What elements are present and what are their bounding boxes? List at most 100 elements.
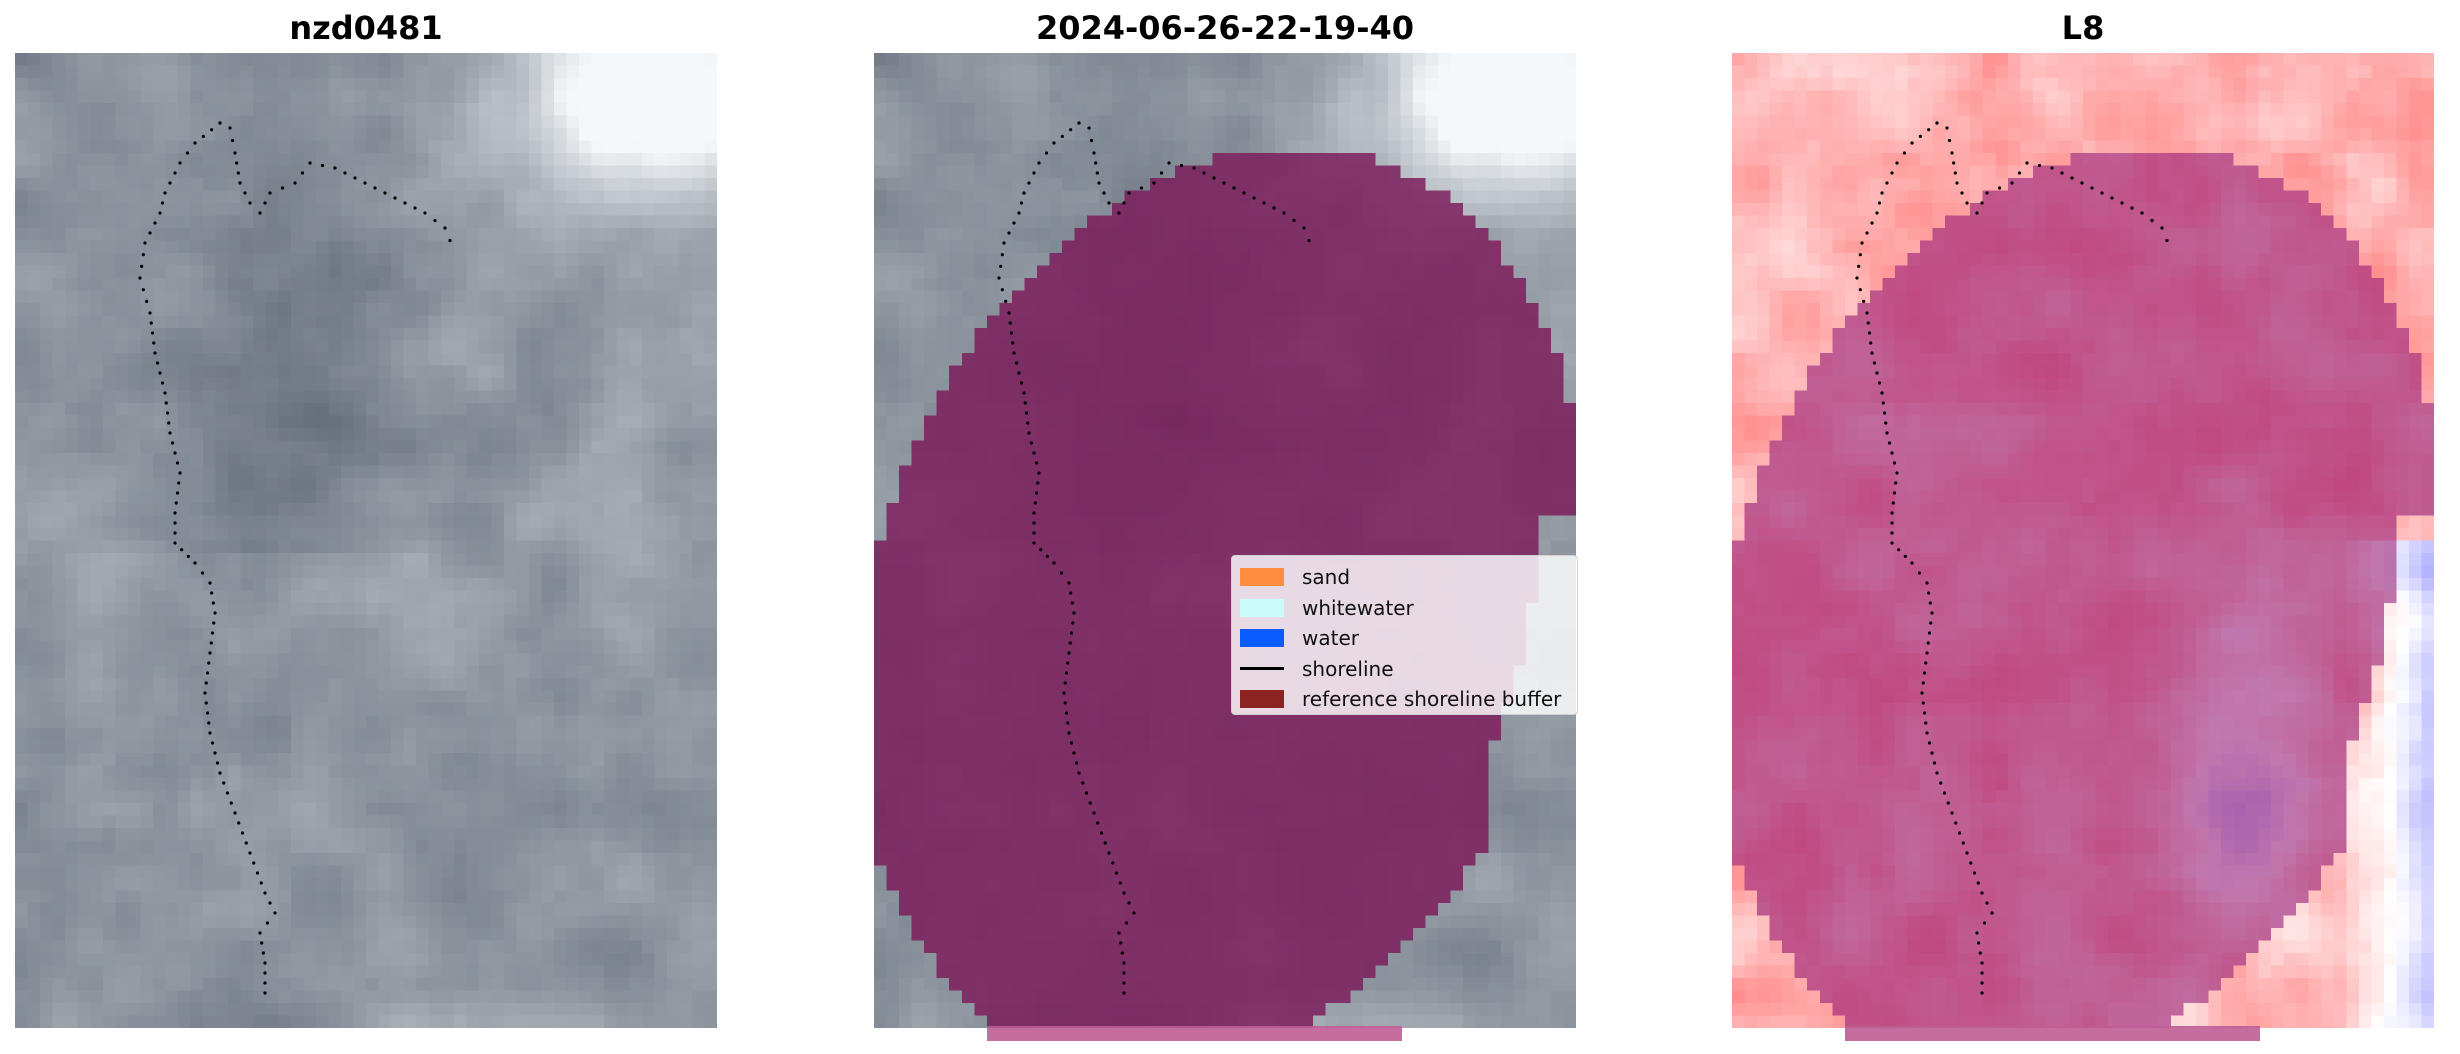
shoreline-point [1103,841,1107,845]
shoreline-point [1122,981,1126,985]
shoreline-point [2100,191,2104,195]
shoreline-point [1935,771,1939,775]
shoreline-point [423,211,427,215]
legend-label: shoreline [1302,656,1394,681]
shoreline-point [1890,171,1894,175]
shoreline-point [353,176,357,180]
shoreline-point [997,276,1001,280]
shoreline-point [1002,241,1006,245]
shoreline-point [1000,288,1004,292]
shoreline-point [1117,931,1121,935]
shoreline-point [1957,831,1962,835]
shoreline-point [1860,241,1864,245]
shoreline-point [1077,121,1081,125]
shoreline-point [168,181,172,185]
shoreline-point [1982,921,1987,925]
shoreline-point [293,181,297,185]
shoreline-point [1262,201,1266,205]
legend-item-whitewater: whitewater [1240,593,1569,624]
shoreline-point [228,126,232,130]
shoreline-point [1955,181,1959,185]
shoreline-point [259,881,263,885]
shoreline-point [1032,451,1036,455]
shoreline-point [1017,211,1021,215]
shoreline-point [1036,481,1040,485]
shoreline-point [1122,961,1126,965]
shoreline-point [1865,311,1869,315]
shoreline-overlay [138,121,452,995]
shoreline-point [1892,491,1897,495]
shoreline-point [1032,541,1036,545]
shoreline-point [1980,201,1984,205]
shoreline-point [258,211,262,215]
shoreline-point [2017,171,2022,175]
shoreline-point [1921,701,1925,705]
shoreline-point [141,288,145,292]
shoreline-point [1925,731,1929,735]
shoreline-point [173,451,177,455]
shoreline-point [1069,631,1074,635]
shoreline-point [1895,471,1899,475]
legend-label: reference shoreline buffer [1302,687,1562,712]
shoreline-point [1063,681,1067,685]
shoreline-point [1930,751,1934,755]
shoreline-point [1009,331,1014,335]
shoreline-point [1066,661,1070,665]
shoreline-point [218,771,222,775]
shoreline-point [1875,371,1879,375]
legend-item-water: water [1240,623,1569,654]
shoreline-point [1081,781,1085,785]
shoreline-point [1097,181,1101,185]
shoreline-point [1997,186,2002,190]
shoreline-point [163,191,167,195]
shoreline-point [2050,166,2054,170]
shoreline-point [1033,501,1037,505]
shoreline-point [1862,299,1866,303]
shoreline-point [1857,264,1861,268]
shoreline-point [1060,134,1064,138]
shoreline-point [1152,181,1156,185]
shoreline-point [320,163,325,168]
shoreline-point [1972,871,1977,875]
shoreline-point [1954,821,1958,825]
shoreline-point [152,341,156,345]
shoreline-point [1980,981,1984,985]
shoreline-point [2080,181,2084,185]
shoreline-point [268,901,272,905]
shoreline-point [268,191,272,195]
shoreline-point [1072,611,1076,615]
shoreline-point [1980,971,1984,975]
legend-swatch-whitewater [1240,598,1284,617]
shoreline-point [393,196,397,200]
shoreline-point [1087,126,1091,130]
shoreline-point [280,186,285,190]
shoreline-point [1918,134,1922,138]
shoreline-point [1942,791,1947,795]
shoreline-point [1961,841,1965,845]
shoreline-point [175,461,180,465]
shoreline-point [2037,163,2042,168]
shoreline-point [158,371,162,375]
shoreline-point [1877,381,1882,385]
shoreline-point [201,134,205,138]
legend-swatch-sand [1240,568,1284,587]
shoreline-point [1027,181,1031,185]
shoreline-point [1892,461,1897,465]
shoreline-point [1928,601,1932,605]
shoreline-point [1063,701,1067,705]
shoreline-point [1925,581,1929,585]
shoreline-point [1242,191,1246,195]
shoreline-point [145,299,149,303]
shoreline-point [1007,311,1011,315]
shoreline-point [1887,441,1892,445]
shoreline-point [1870,221,1874,225]
shoreline-point [1017,371,1021,375]
shoreline-point [1034,461,1039,465]
shoreline-point [1122,891,1126,895]
shoreline-point [1092,151,1096,155]
shoreline-point [1917,571,1922,575]
shoreline-point [1107,201,1111,205]
shoreline-point [300,171,305,175]
shoreline-point [1985,191,1989,195]
shoreline-point [1935,121,1939,125]
